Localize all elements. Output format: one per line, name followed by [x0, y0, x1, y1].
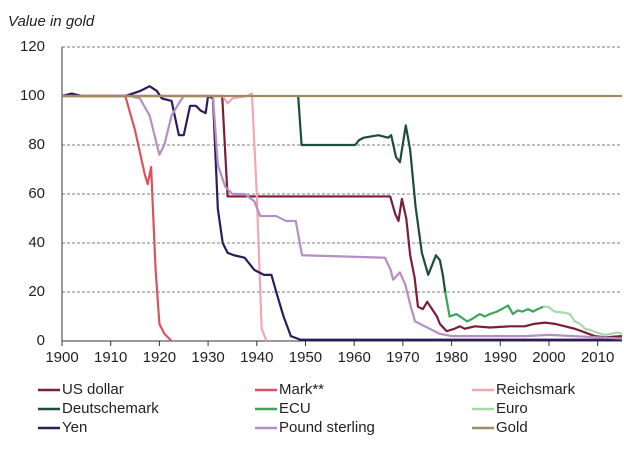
- series-line: [543, 305, 623, 336]
- series-line: [62, 94, 623, 339]
- x-tick-label: 1980: [435, 349, 468, 366]
- legend-label: ECU: [279, 400, 311, 417]
- y-tick-label: 120: [20, 38, 45, 55]
- series-line: [62, 94, 173, 342]
- series-line: [178, 92, 268, 342]
- x-tick-label: 1970: [386, 349, 419, 366]
- legend-label: Euro: [496, 400, 528, 417]
- y-tick-label: 80: [28, 136, 45, 153]
- legend-label: Reichsmark: [496, 381, 576, 398]
- x-tick-label: 1940: [240, 349, 273, 366]
- series-line: [62, 94, 623, 340]
- legend-label: Gold: [496, 419, 528, 436]
- chart-title: Value in gold: [8, 13, 95, 30]
- x-tick-label: 1950: [289, 349, 322, 366]
- series-line: [61, 85, 622, 341]
- y-tick-label: 20: [28, 283, 45, 300]
- series-line: [444, 291, 544, 323]
- series-line: [297, 95, 447, 293]
- y-tick-label: 60: [28, 185, 45, 202]
- y-tick-label: 0: [37, 332, 45, 349]
- x-tick-label: 1960: [337, 349, 370, 366]
- legend-label: Deutschemark: [62, 400, 159, 417]
- x-tick-label: 1920: [143, 349, 176, 366]
- x-tick-label: 2000: [532, 349, 565, 366]
- legend-label: Yen: [62, 419, 87, 436]
- y-tick-label: 40: [28, 234, 45, 251]
- x-tick-label: 1930: [191, 349, 224, 366]
- x-tick-label: 1910: [94, 349, 127, 366]
- x-tick-label: 1900: [45, 349, 78, 366]
- y-tick-label: 100: [20, 87, 45, 104]
- legend-label: Pound sterling: [279, 419, 375, 436]
- x-tick-label: 2010: [581, 349, 614, 366]
- legend-label: US dollar: [62, 381, 124, 398]
- x-tick-label: 1990: [484, 349, 517, 366]
- legend-label: Mark**: [279, 381, 324, 398]
